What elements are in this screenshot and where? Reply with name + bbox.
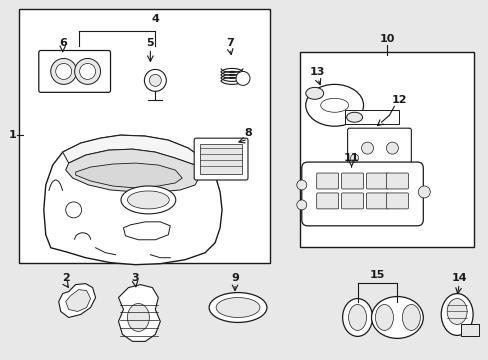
Polygon shape — [62, 135, 205, 165]
Ellipse shape — [121, 186, 175, 214]
FancyBboxPatch shape — [316, 193, 338, 209]
Bar — [299, 53, 473, 247]
Text: 4: 4 — [151, 14, 159, 24]
Polygon shape — [65, 289, 90, 311]
Text: 1: 1 — [9, 130, 17, 140]
Circle shape — [296, 200, 306, 210]
FancyBboxPatch shape — [39, 50, 110, 92]
Bar — [344, 110, 399, 124]
Ellipse shape — [440, 293, 472, 336]
Circle shape — [65, 202, 81, 218]
Circle shape — [417, 186, 429, 198]
Text: 7: 7 — [226, 37, 233, 48]
Text: 5: 5 — [146, 37, 154, 48]
Text: 12: 12 — [391, 95, 407, 105]
FancyBboxPatch shape — [341, 173, 363, 189]
FancyBboxPatch shape — [386, 193, 407, 209]
Ellipse shape — [216, 298, 260, 318]
FancyBboxPatch shape — [366, 193, 387, 209]
Circle shape — [350, 154, 358, 162]
Circle shape — [361, 142, 373, 154]
Text: 2: 2 — [61, 273, 69, 283]
Ellipse shape — [371, 297, 423, 338]
Ellipse shape — [320, 98, 348, 112]
FancyBboxPatch shape — [316, 173, 338, 189]
Circle shape — [144, 69, 166, 91]
Circle shape — [51, 58, 77, 84]
Circle shape — [149, 75, 161, 86]
Circle shape — [296, 180, 306, 190]
Circle shape — [56, 63, 72, 80]
Bar — [460, 324, 478, 336]
Circle shape — [75, 58, 101, 84]
Polygon shape — [118, 285, 160, 341]
Text: 9: 9 — [231, 273, 239, 283]
Polygon shape — [44, 135, 222, 265]
Circle shape — [236, 71, 249, 85]
FancyBboxPatch shape — [301, 162, 423, 226]
Text: 11: 11 — [343, 153, 359, 163]
Ellipse shape — [305, 84, 363, 126]
Bar — [19, 9, 269, 263]
Ellipse shape — [127, 191, 169, 209]
Circle shape — [386, 142, 398, 154]
Polygon shape — [123, 222, 170, 240]
FancyBboxPatch shape — [347, 128, 410, 167]
Bar — [200, 144, 242, 174]
Text: 15: 15 — [369, 270, 385, 280]
Ellipse shape — [402, 305, 420, 330]
Polygon shape — [65, 149, 200, 192]
FancyBboxPatch shape — [194, 138, 247, 180]
Ellipse shape — [348, 305, 366, 330]
Ellipse shape — [127, 303, 149, 332]
Polygon shape — [76, 163, 182, 188]
FancyBboxPatch shape — [366, 173, 387, 189]
Text: 10: 10 — [379, 33, 394, 44]
Text: 3: 3 — [131, 273, 139, 283]
Text: 6: 6 — [59, 37, 66, 48]
Text: 13: 13 — [309, 67, 325, 77]
Text: 14: 14 — [450, 273, 466, 283]
FancyBboxPatch shape — [386, 173, 407, 189]
Ellipse shape — [346, 112, 362, 122]
Circle shape — [80, 63, 95, 80]
Ellipse shape — [209, 293, 266, 323]
Ellipse shape — [342, 298, 372, 336]
FancyBboxPatch shape — [341, 193, 363, 209]
Ellipse shape — [305, 87, 323, 99]
Ellipse shape — [375, 305, 393, 330]
Text: 8: 8 — [244, 128, 251, 138]
Ellipse shape — [447, 298, 466, 324]
Polygon shape — [59, 284, 95, 318]
